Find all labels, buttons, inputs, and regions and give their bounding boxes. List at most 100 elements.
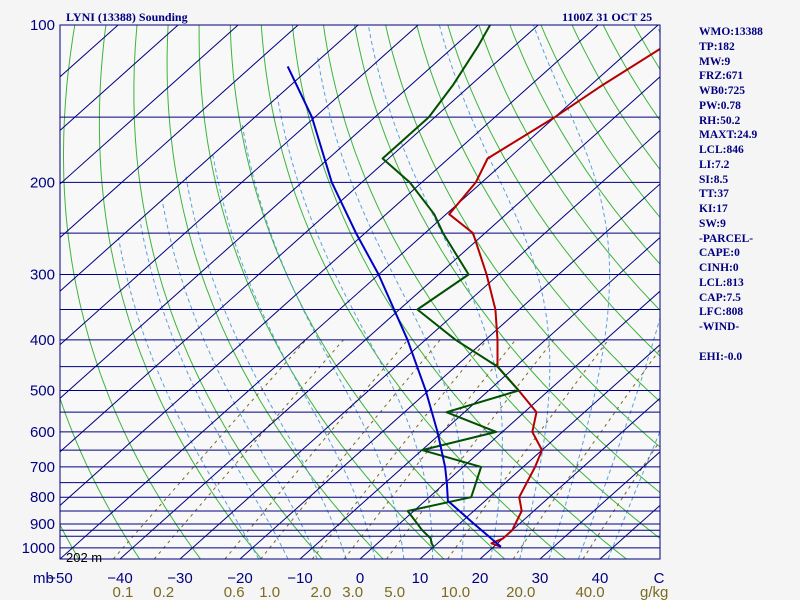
dry-adiabat — [447, 25, 660, 357]
index-item: -PARCEL- — [699, 232, 754, 245]
dry-adiabat — [759, 25, 800, 559]
temperature-tick-label: −10 — [287, 570, 312, 587]
pressure-tick-label: 400 — [30, 332, 55, 349]
sounding-time: 1100Z 31 OCT 25 — [562, 10, 653, 24]
parcel-profile — [286, 65, 502, 548]
dry-adiabat — [0, 25, 18, 559]
dry-adiabat — [63, 25, 201, 559]
moist-adiabat — [211, 152, 376, 559]
index-item: TP:182 — [699, 40, 735, 53]
pressure-tick-label: 800 — [30, 489, 55, 506]
surface-height-label: 202 m — [66, 550, 102, 565]
dry-adiabat — [416, 25, 660, 403]
isotherm — [60, 25, 419, 346]
mixing-ratio-label: 10.0 — [441, 584, 470, 600]
temperature-tick-label: 10 — [412, 570, 429, 587]
moist-adiabat — [139, 218, 289, 559]
pressure-tick-label: 100 — [30, 17, 55, 34]
mixing-ratio-line — [311, 339, 488, 559]
index-item: KI:17 — [699, 203, 728, 215]
index-item: LCL:846 — [699, 144, 744, 156]
dry-adiabat — [198, 25, 445, 559]
isotherm — [659, 558, 660, 559]
mixing-ratio-line — [153, 339, 344, 559]
temperature-tick-label: −30 — [167, 570, 192, 587]
mixing-ratio-label: 0.1 — [113, 584, 134, 600]
pressure-unit-label: mb — [33, 570, 54, 587]
moist-adiabat — [276, 93, 434, 559]
isotherm — [539, 451, 660, 559]
moist-adiabat — [367, 25, 503, 559]
pressure-tick-label: 700 — [30, 459, 55, 476]
mixing-ratio-line — [447, 339, 609, 559]
mixing-ratio-line — [582, 440, 660, 559]
isotherm — [179, 129, 660, 559]
index-item: LCL:813 — [699, 276, 744, 289]
pressure-tick-label: 200 — [30, 174, 55, 191]
index-item: EHI:-0.0 — [699, 350, 743, 363]
pressure-tick-label: 300 — [30, 266, 55, 283]
index-item: TT:37 — [699, 188, 729, 201]
index-item: SW:9 — [699, 217, 726, 230]
mixing-ratio-line — [112, 339, 307, 559]
index-item: -WIND- — [699, 321, 740, 333]
isotherm — [60, 25, 599, 507]
stability-indices-list: WMO:13388 TP:182 MW:9 FRZ:671 WB0:725 PW:0.78… — [699, 25, 763, 364]
isotherm — [60, 25, 179, 132]
pressure-tick-label: 1000 — [22, 540, 55, 557]
temperature-unit-label: C — [654, 570, 665, 587]
isotherm — [0, 25, 58, 559]
dry-adiabat — [133, 25, 323, 559]
moist-adiabat — [161, 198, 318, 559]
index-item: MW:9 — [699, 55, 731, 68]
index-item: CAP:7.5 — [699, 291, 741, 304]
index-item: FRZ:671 — [699, 70, 744, 83]
isotherm — [119, 76, 660, 559]
temperature-tick-label: −40 — [107, 570, 132, 587]
dry-adiabat — [696, 25, 800, 559]
temperature-tick-label: 0 — [356, 570, 364, 587]
pressure-tick-label: 900 — [30, 516, 55, 533]
temperature-tick-label: 30 — [532, 570, 549, 587]
dewpoint-profile — [381, 25, 520, 548]
isotherm — [359, 290, 660, 559]
dry-adiabat — [790, 25, 800, 559]
mixing-ratio-line — [260, 339, 441, 559]
mixing-ratio-label: 1.0 — [259, 584, 280, 600]
pressure-tick-label: 500 — [30, 383, 55, 400]
mixing-ratio-label: 2.0 — [310, 584, 331, 600]
dry-adiabat — [354, 25, 660, 494]
index-item: PW:0.78 — [699, 99, 741, 112]
dry-adiabat — [323, 25, 660, 540]
index-item: WMO:13388 — [699, 26, 763, 38]
moist-adiabat — [185, 176, 347, 559]
isotherm — [239, 183, 660, 559]
isotherm — [299, 236, 660, 559]
mixing-ratio-line — [386, 339, 554, 559]
dry-adiabat — [665, 25, 800, 559]
mixing-ratio-label: 0.2 — [153, 584, 174, 600]
dry-adiabat — [509, 25, 660, 265]
isotherm — [60, 25, 479, 399]
temperature-tick-label: −50 — [47, 570, 72, 587]
mixing-ratio-label: 0.6 — [224, 584, 245, 600]
mixing-ratio-label: 20.0 — [506, 584, 535, 600]
isotherm — [60, 25, 239, 185]
dry-adiabat — [60, 396, 141, 559]
moist-adiabat — [438, 25, 551, 559]
moist-adiabat — [118, 237, 260, 559]
index-item: RH:50.2 — [699, 114, 741, 127]
mixing-ratio-unit-label: g/kg — [640, 584, 668, 600]
temperature-tick-label: −20 — [227, 570, 252, 587]
pressure-tick-label: 600 — [30, 424, 55, 441]
index-item: CAPE:0 — [699, 247, 740, 260]
mixing-ratio-label: 40.0 — [575, 584, 604, 600]
mixing-ratio-label: 3.0 — [342, 584, 363, 600]
index-item: CINH:0 — [699, 262, 739, 274]
isotherm — [60, 25, 299, 239]
plot-frame — [59, 24, 661, 560]
isotherm — [60, 25, 359, 292]
dry-adiabat — [260, 25, 566, 559]
temperature-tick-label: 40 — [592, 570, 609, 587]
